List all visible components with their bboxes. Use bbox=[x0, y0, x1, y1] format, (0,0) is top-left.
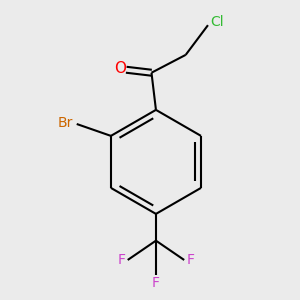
Text: Br: Br bbox=[57, 116, 73, 130]
Text: Cl: Cl bbox=[210, 15, 224, 29]
Text: F: F bbox=[152, 276, 160, 290]
Text: O: O bbox=[114, 61, 126, 76]
Text: F: F bbox=[187, 253, 195, 267]
Text: F: F bbox=[117, 253, 125, 267]
